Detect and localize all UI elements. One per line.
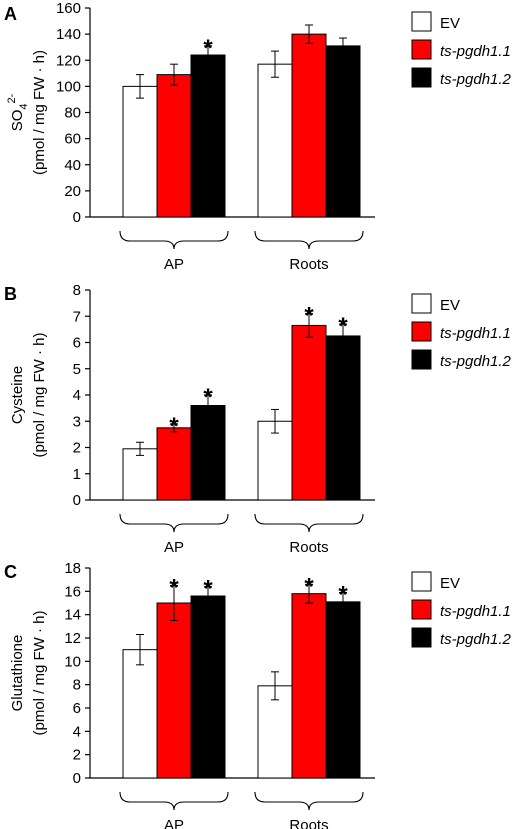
y-tick-label: 2	[73, 440, 81, 457]
significance-star: *	[338, 582, 348, 609]
bar	[257, 63, 293, 218]
y-tick-label: 18	[64, 560, 81, 577]
panel-letter: B	[4, 284, 17, 304]
y-tick-label: 0	[73, 770, 81, 787]
bar	[325, 335, 361, 501]
panel-letter: A	[4, 4, 17, 24]
y-tick-label: 8	[73, 282, 81, 299]
bar	[122, 448, 158, 501]
y-axis-label: Cysteine	[9, 366, 26, 424]
y-axis-label-superscript: 2-	[6, 93, 18, 103]
significance-star: *	[203, 576, 213, 603]
bar	[291, 324, 327, 501]
bar	[190, 54, 226, 218]
group-brace	[119, 791, 229, 811]
bar	[122, 85, 158, 218]
bar	[190, 595, 226, 779]
y-tick-label: 140	[56, 26, 81, 43]
bar	[156, 602, 192, 779]
y-tick-label: 2	[73, 747, 81, 764]
legend-label: ts-pgdh1.2	[440, 631, 512, 648]
y-tick-label: 5	[73, 361, 81, 378]
legend-label: EV	[440, 297, 460, 314]
x-category-label: Roots	[289, 539, 328, 556]
y-axis-label-units: (pmol / mg FW · h)	[31, 50, 48, 175]
group-brace	[254, 513, 364, 533]
y-tick-label: 10	[64, 653, 81, 670]
significance-star: *	[338, 313, 348, 340]
y-tick-label: 4	[73, 387, 81, 404]
bar	[257, 685, 293, 779]
y-tick-label: 7	[73, 308, 81, 325]
legend-swatch	[411, 599, 432, 620]
legend-label: EV	[440, 575, 460, 592]
bar	[156, 74, 192, 218]
legend-swatch	[411, 321, 432, 342]
y-axis-label-subscript: 4	[18, 103, 30, 109]
legend-swatch	[411, 11, 432, 32]
y-tick-label: 80	[64, 105, 81, 122]
bar	[257, 420, 293, 501]
y-tick-label: 0	[73, 492, 81, 509]
chart-panel-a: A 0 20 40 60 80 100 120 140 160 SO42- (pmol / mg FW…	[4, 0, 512, 273]
y-tick-label: 20	[64, 183, 81, 200]
y-tick-label: 14	[64, 607, 81, 624]
group-brace	[119, 513, 229, 533]
bar	[291, 33, 327, 218]
y-tick-label: 6	[73, 700, 81, 717]
x-category-label: AP	[164, 539, 184, 556]
bar	[122, 649, 158, 779]
legend-label: ts-pgdh1.1	[440, 43, 511, 60]
legend-label: ts-pgdh1.2	[440, 71, 512, 88]
bar	[190, 405, 226, 501]
significance-star: *	[169, 413, 179, 440]
y-tick-label: 60	[64, 131, 81, 148]
significance-star: *	[304, 573, 314, 600]
y-tick-label: 0	[73, 209, 81, 226]
group-brace	[254, 791, 364, 811]
legend-swatch	[411, 571, 432, 592]
y-tick-label: 120	[56, 52, 81, 69]
significance-star: *	[203, 384, 213, 411]
legend-swatch	[411, 293, 432, 314]
y-tick-label: 40	[64, 157, 81, 174]
significance-star: *	[203, 35, 213, 62]
group-brace	[119, 230, 229, 250]
y-tick-label: 100	[56, 78, 81, 95]
legend-label: ts-pgdh1.1	[440, 603, 511, 620]
x-category-label: AP	[164, 256, 184, 273]
y-tick-label: 12	[64, 630, 81, 647]
legend-label: ts-pgdh1.1	[440, 325, 511, 342]
y-tick-label: 4	[73, 723, 81, 740]
y-tick-label: 6	[73, 335, 81, 352]
y-axis-label: SO42-	[6, 93, 30, 131]
legend-label: EV	[440, 15, 460, 32]
y-axis-label-units: (pmol / mg FW · h)	[31, 332, 48, 457]
y-tick-label: 16	[64, 583, 81, 600]
legend-swatch	[411, 627, 432, 648]
y-axis-label-units: (pmol / mg FW · h)	[31, 610, 48, 735]
significance-star: *	[304, 303, 314, 330]
legend-swatch	[411, 349, 432, 370]
legend-label: ts-pgdh1.2	[440, 353, 512, 370]
x-category-label: AP	[164, 817, 184, 829]
y-axis-label: Glutathione	[9, 635, 26, 712]
legend-swatch	[411, 39, 432, 60]
group-brace	[254, 230, 364, 250]
chart-panel-c: C 0 2 4 6 8 10 12 14 16 18 Glutathione (pmol / mg FW…	[4, 560, 512, 829]
bar	[325, 601, 361, 779]
x-category-label: Roots	[289, 256, 328, 273]
x-category-label: Roots	[289, 817, 328, 829]
legend-swatch	[411, 67, 432, 88]
significance-star: *	[169, 575, 179, 602]
bar	[325, 45, 361, 218]
y-tick-label: 3	[73, 413, 81, 430]
y-tick-label: 160	[56, 0, 81, 17]
panel-letter: C	[4, 562, 17, 582]
bar	[291, 593, 327, 779]
y-tick-label: 8	[73, 677, 81, 694]
chart-panel-b: B 0 1 2 3 4 5 6 7 8 Cysteine (pmol / mg FW · h) * * AP…	[4, 282, 512, 556]
y-tick-label: 1	[73, 466, 81, 483]
